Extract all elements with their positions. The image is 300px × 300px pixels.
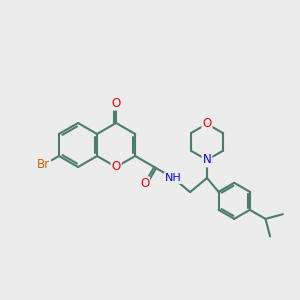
Text: O: O [112,97,121,110]
Text: O: O [112,160,121,173]
Text: O: O [140,177,149,190]
Text: NH: NH [165,173,181,183]
Text: O: O [202,117,212,130]
Text: N: N [202,154,211,166]
Text: Br: Br [37,158,50,171]
